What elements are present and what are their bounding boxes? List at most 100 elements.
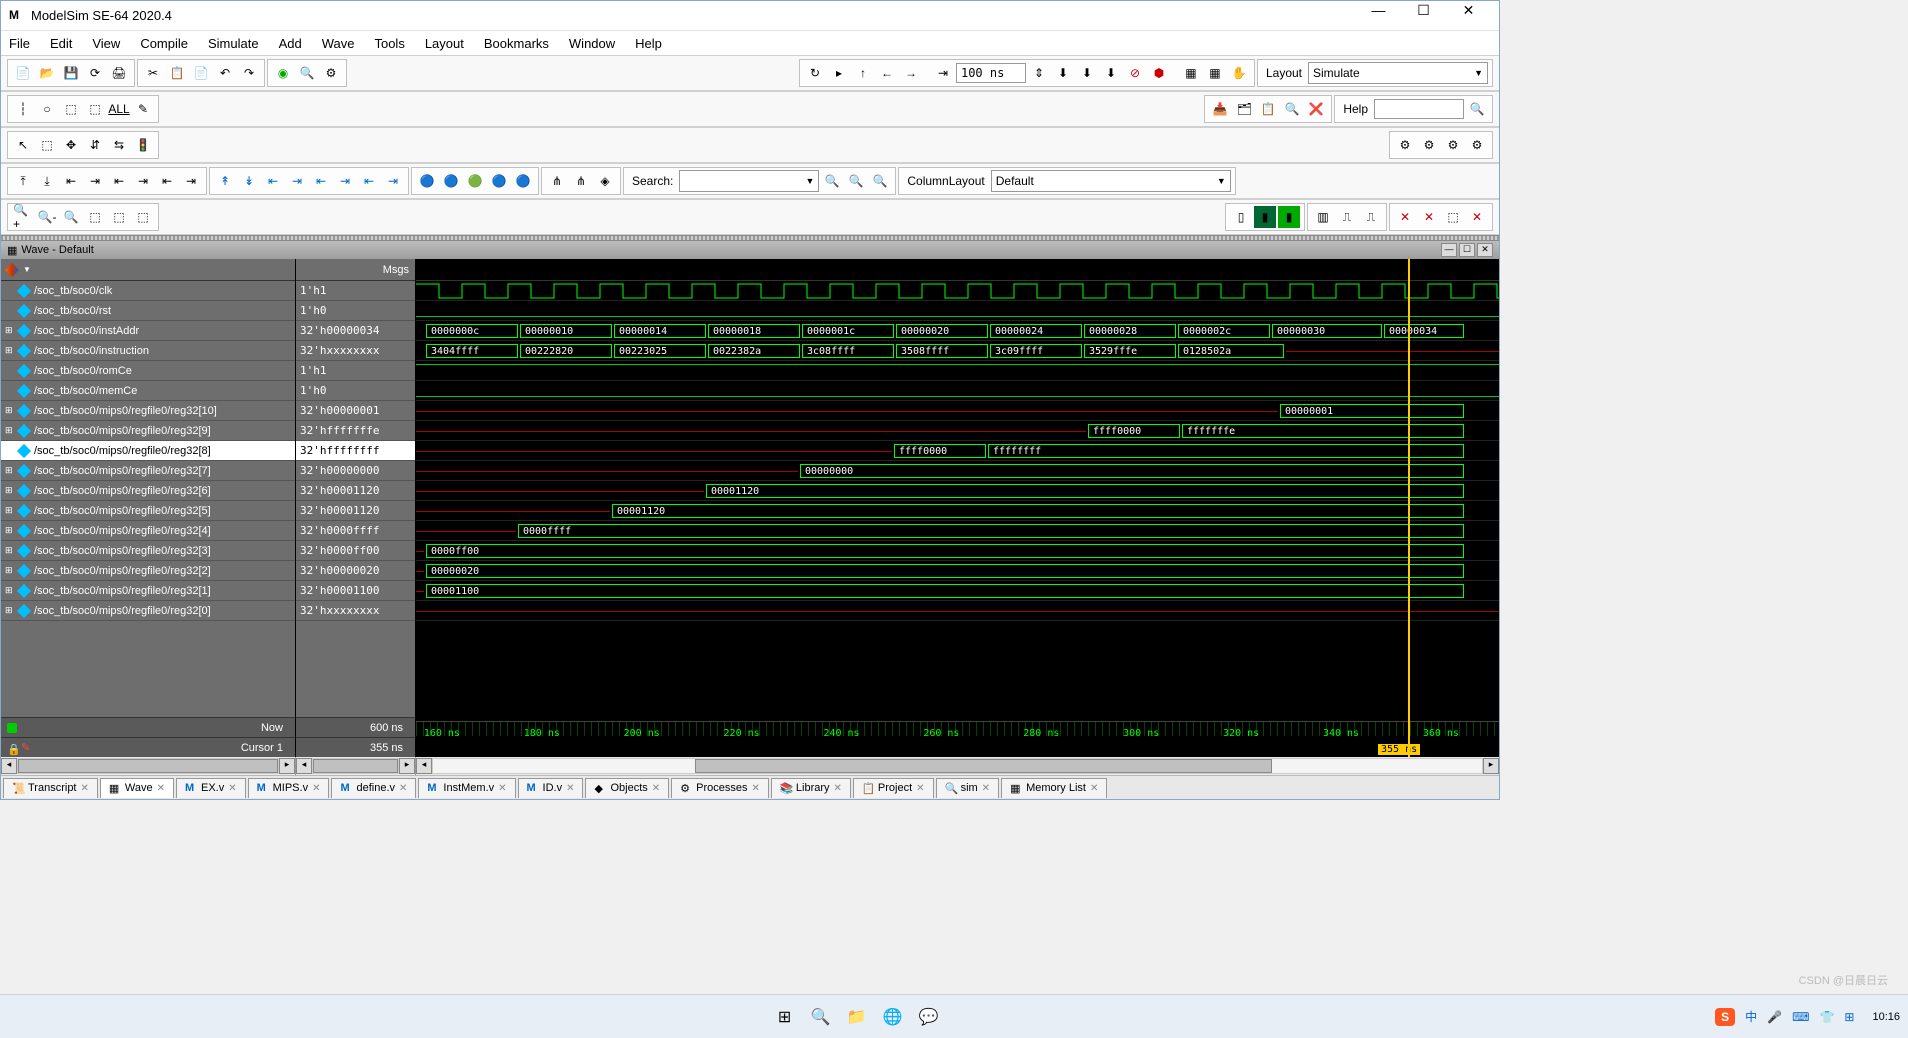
b1-icon[interactable]: ⋔ — [546, 170, 568, 192]
run1-icon[interactable]: ⬇ — [1052, 62, 1074, 84]
mr3-icon[interactable]: 📋 — [1257, 98, 1279, 120]
zoom-in-icon[interactable]: 🔍+ — [12, 206, 34, 228]
mr4-icon[interactable]: 🔍 — [1281, 98, 1303, 120]
e7-icon[interactable]: ⇤ — [156, 170, 178, 192]
scroll-thumb[interactable] — [18, 759, 278, 773]
wave-row[interactable]: ffff0000ffffffff — [416, 441, 1499, 461]
f2-icon[interactable]: ↡ — [238, 170, 260, 192]
f7-icon[interactable]: ⇤ — [358, 170, 380, 192]
copy-icon[interactable]: 📋 — [166, 62, 188, 84]
vm2-icon[interactable]: ▮ — [1254, 206, 1276, 228]
print-icon[interactable]: 🖨 — [108, 62, 130, 84]
refresh-icon[interactable]: ⟳ — [84, 62, 106, 84]
wave-row[interactable]: 00000001 — [416, 401, 1499, 421]
task-app-icon[interactable]: 👕 — [1819, 1010, 1834, 1024]
b2-icon[interactable]: ⋔ — [570, 170, 592, 192]
cursor-lock-icon[interactable]: 🔒 — [7, 743, 17, 753]
x1-icon[interactable]: ✕ — [1394, 206, 1416, 228]
x3-icon[interactable]: ⬚ — [1442, 206, 1464, 228]
mr2-icon[interactable]: 🗂 — [1233, 98, 1255, 120]
paste-icon[interactable]: 📄 — [190, 62, 212, 84]
c5-icon[interactable]: ⇆ — [108, 134, 130, 156]
zoom-out-icon[interactable]: 🔍- — [36, 206, 58, 228]
tab-close-icon[interactable]: ✕ — [228, 783, 236, 794]
expand-icon[interactable]: ⊞ — [5, 525, 17, 536]
signal-row[interactable]: ⊞/soc_tb/soc0/mips0/regfile0/reg32[8] — [1, 441, 295, 461]
menu-wave[interactable]: Wave — [322, 36, 355, 51]
wave-hscroll[interactable]: ◂ ▸ — [416, 757, 1499, 775]
e6-icon[interactable]: ⇥ — [132, 170, 154, 192]
tab-close-icon[interactable]: ✕ — [1090, 783, 1098, 794]
layout-combo[interactable]: Simulate ▼ — [1308, 62, 1488, 84]
minimize-button[interactable]: — — [1356, 2, 1401, 30]
restart-icon[interactable]: ↻ — [804, 62, 826, 84]
time-ruler[interactable]: 160 ns180 ns200 ns220 ns240 ns260 ns280 … — [416, 721, 1499, 757]
wave-close-button[interactable]: ✕ — [1477, 243, 1493, 257]
e2-icon[interactable]: ⤓ — [36, 170, 58, 192]
maximize-button[interactable]: ☐ — [1401, 2, 1446, 30]
cursor-edit-icon[interactable]: ✎ — [21, 741, 30, 754]
step-right-icon[interactable]: → — [900, 62, 922, 84]
signal-row[interactable]: /soc_tb/soc0/rst — [1, 301, 295, 321]
settings-icon[interactable]: ⚙ — [320, 62, 342, 84]
x2-icon[interactable]: ✕ — [1418, 206, 1440, 228]
help-input[interactable] — [1374, 99, 1464, 119]
menu-edit[interactable]: Edit — [50, 36, 72, 51]
menu-view[interactable]: View — [92, 36, 120, 51]
save-icon[interactable]: 💾 — [60, 62, 82, 84]
expand-icon[interactable]: ⊞ — [5, 445, 17, 456]
wave-row[interactable]: 00001120 — [416, 481, 1499, 501]
sel4-icon[interactable]: ⬚ — [84, 98, 106, 120]
task-app3-icon[interactable]: 💬 — [915, 1003, 943, 1031]
run-icon[interactable]: ▸ — [828, 62, 850, 84]
tab-close-icon[interactable]: ✕ — [652, 783, 660, 794]
f1-icon[interactable]: ↟ — [214, 170, 236, 192]
tab-define-v[interactable]: Mdefine.v✕ — [331, 778, 416, 798]
close-button[interactable]: ✕ — [1446, 2, 1491, 30]
ruler-cursor-label[interactable]: 355 ns — [1378, 744, 1420, 755]
undo-icon[interactable]: ↶ — [214, 62, 236, 84]
sel6-icon[interactable]: ✎ — [132, 98, 154, 120]
tab-transcript[interactable]: 📜Transcript✕ — [3, 778, 98, 798]
zoom-c-icon[interactable]: ⬚ — [132, 206, 154, 228]
signal-row[interactable]: ⊞/soc_tb/soc0/mips0/regfile0/reg32[1] — [1, 581, 295, 601]
signal-row[interactable]: ⊞/soc_tb/soc0/mips0/regfile0/reg32[10] — [1, 401, 295, 421]
hand-icon[interactable]: ✋ — [1228, 62, 1250, 84]
signal-row[interactable]: ⊞/soc_tb/soc0/mips0/regfile0/reg32[5] — [1, 501, 295, 521]
pt2-icon[interactable]: ⎍ — [1336, 206, 1358, 228]
expand-icon[interactable]: ⊞ — [5, 565, 17, 576]
signal-header-dropdown-icon[interactable]: ▼ — [23, 265, 31, 274]
p1-icon[interactable]: 🔵 — [416, 170, 438, 192]
scroll-thumb[interactable] — [695, 759, 1272, 773]
tab-close-icon[interactable]: ✕ — [498, 783, 506, 794]
p3-icon[interactable]: 🟢 — [464, 170, 486, 192]
c2-icon[interactable]: ⬚ — [36, 134, 58, 156]
c3-icon[interactable]: ✥ — [60, 134, 82, 156]
e1-icon[interactable]: ⤒ — [12, 170, 34, 192]
sig-hscroll[interactable]: ◂ ▸ — [1, 757, 296, 775]
tab-id-v[interactable]: MID.v✕ — [518, 778, 584, 798]
menu-tools[interactable]: Tools — [374, 36, 404, 51]
vm1-icon[interactable]: ▯ — [1230, 206, 1252, 228]
redo-icon[interactable]: ↷ — [238, 62, 260, 84]
wave-row[interactable]: 3404ffff00222820002230250022382a3c08ffff… — [416, 341, 1499, 361]
zoom-a-icon[interactable]: ⬚ — [84, 206, 106, 228]
wave-row[interactable]: 0000ffff — [416, 521, 1499, 541]
tab-library[interactable]: 📚Library✕ — [771, 778, 851, 798]
misc2-icon[interactable]: ▦ — [1204, 62, 1226, 84]
taskbar-time[interactable]: 10:16 — [1872, 1011, 1900, 1023]
signal-row[interactable]: ⊞/soc_tb/soc0/mips0/regfile0/reg32[2] — [1, 561, 295, 581]
f4-icon[interactable]: ⇥ — [286, 170, 308, 192]
tab-close-icon[interactable]: ✕ — [834, 783, 842, 794]
task-start-icon[interactable]: ⊞ — [771, 1003, 799, 1031]
tab-close-icon[interactable]: ✕ — [752, 783, 760, 794]
task-mic-icon[interactable]: 🎤 — [1767, 1010, 1782, 1024]
wave-undock-button[interactable]: — — [1441, 243, 1457, 257]
menu-bookmarks[interactable]: Bookmarks — [484, 36, 549, 51]
scroll-left-icon[interactable]: ◂ — [416, 758, 432, 774]
scroll-left-icon[interactable]: ◂ — [1, 758, 17, 774]
misc1-icon[interactable]: ▦ — [1180, 62, 1202, 84]
wave-row[interactable] — [416, 601, 1499, 621]
scroll-track[interactable] — [17, 758, 279, 774]
search-next-icon[interactable]: 🔍 — [845, 170, 867, 192]
